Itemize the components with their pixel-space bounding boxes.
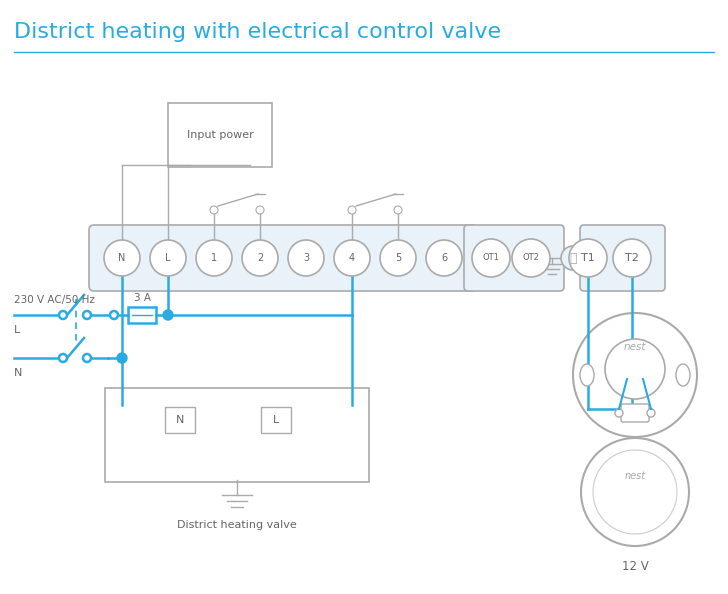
Circle shape [615,409,623,417]
Text: 230 V AC/50 Hz: 230 V AC/50 Hz [14,295,95,305]
Ellipse shape [676,364,690,386]
Circle shape [472,239,510,277]
FancyBboxPatch shape [168,103,272,167]
Circle shape [569,239,607,277]
Circle shape [210,206,218,214]
Text: L: L [14,325,20,335]
Text: District heating valve: District heating valve [177,520,297,530]
Ellipse shape [580,364,594,386]
FancyBboxPatch shape [621,404,649,422]
Text: 3 A: 3 A [133,293,151,303]
Circle shape [605,339,665,399]
Circle shape [380,240,416,276]
Text: 2: 2 [257,253,263,263]
Circle shape [426,240,462,276]
FancyBboxPatch shape [464,225,564,291]
Circle shape [334,240,370,276]
Text: L: L [273,415,279,425]
Text: T2: T2 [625,253,639,263]
Text: 1: 1 [211,253,217,263]
Text: 12 V: 12 V [622,560,649,573]
Circle shape [59,354,67,362]
Circle shape [512,239,550,277]
Circle shape [242,240,278,276]
Text: T1: T1 [581,253,595,263]
FancyBboxPatch shape [105,388,369,482]
Circle shape [163,310,173,320]
Circle shape [117,353,127,363]
Circle shape [83,354,91,362]
Text: N: N [119,253,126,263]
Circle shape [613,239,651,277]
Text: L: L [165,253,171,263]
FancyBboxPatch shape [261,407,291,433]
FancyBboxPatch shape [165,407,195,433]
FancyBboxPatch shape [89,225,477,291]
Circle shape [581,438,689,546]
Circle shape [110,311,118,319]
Text: 4: 4 [349,253,355,263]
Circle shape [593,450,677,534]
Text: 3: 3 [303,253,309,263]
Text: N: N [175,415,184,425]
Circle shape [573,313,697,437]
Circle shape [150,240,186,276]
Circle shape [394,206,402,214]
Text: nest: nest [625,471,646,481]
Text: OT2: OT2 [523,254,539,263]
Text: 6: 6 [441,253,447,263]
Circle shape [647,409,655,417]
Text: Input power: Input power [186,130,253,140]
Circle shape [104,240,140,276]
FancyBboxPatch shape [580,225,665,291]
Circle shape [59,311,67,319]
Circle shape [83,311,91,319]
Circle shape [196,240,232,276]
Circle shape [348,206,356,214]
Text: ⏚: ⏚ [569,251,577,264]
Text: N: N [14,368,23,378]
Text: OT1: OT1 [483,254,499,263]
FancyBboxPatch shape [128,307,156,323]
Circle shape [256,206,264,214]
Text: District heating with electrical control valve: District heating with electrical control… [14,22,501,42]
Circle shape [288,240,324,276]
Text: 5: 5 [395,253,401,263]
Circle shape [561,246,585,270]
Text: nest: nest [624,342,646,352]
